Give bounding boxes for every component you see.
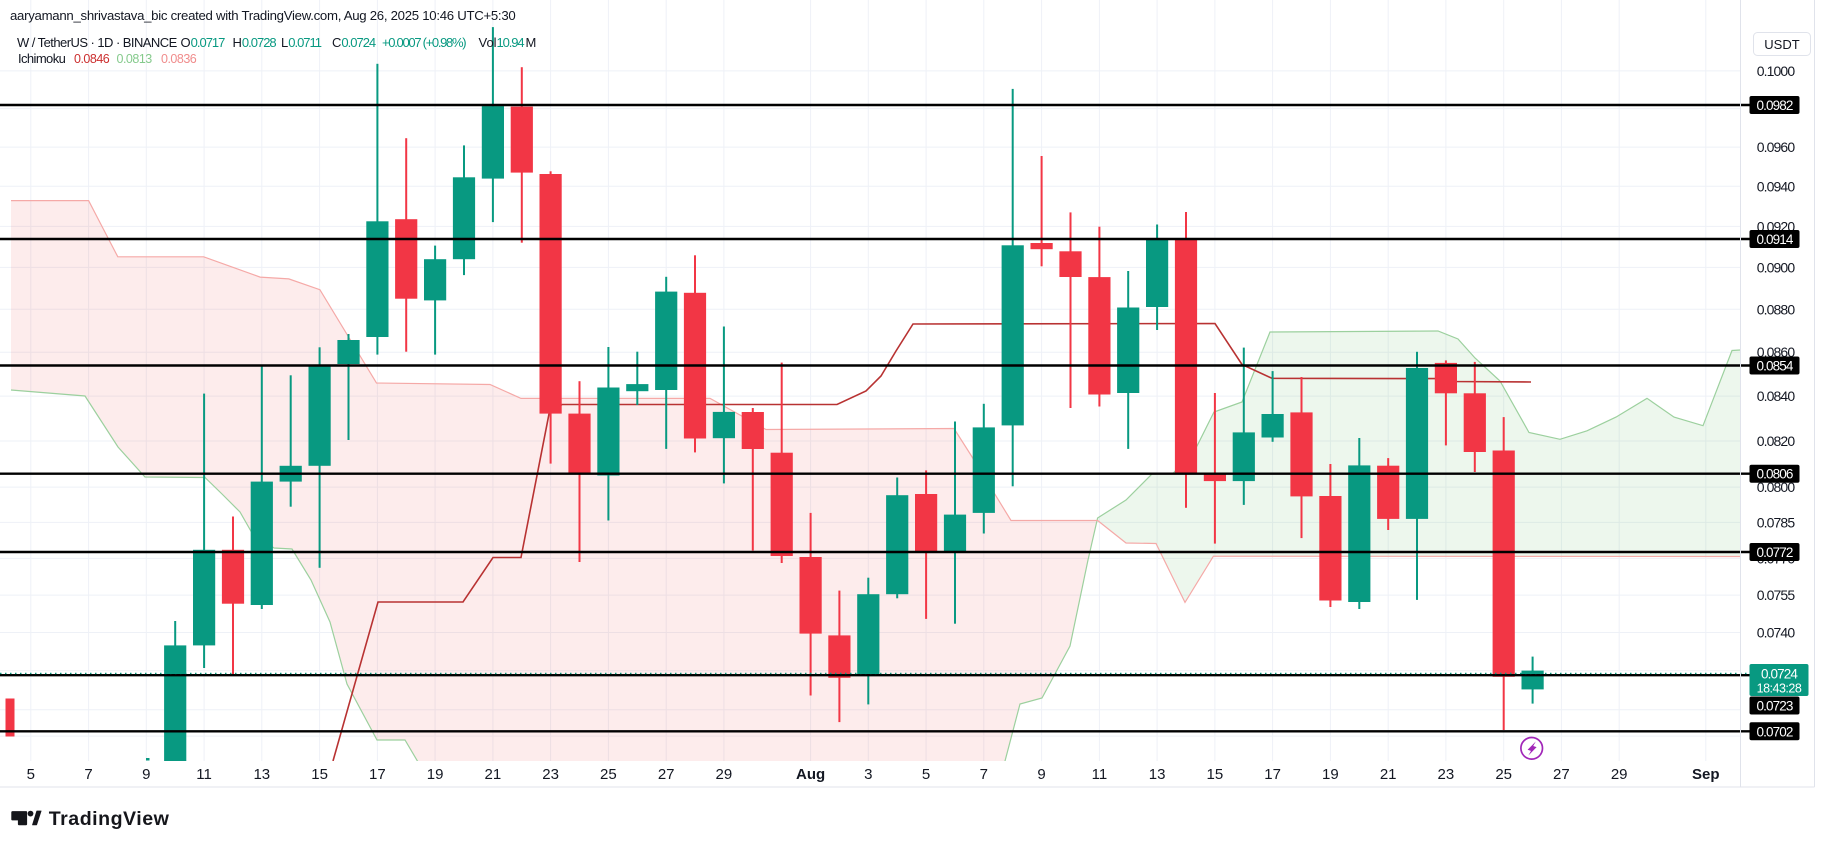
svg-text:0.0755: 0.0755 [1757, 587, 1796, 603]
svg-text:Aug: Aug [796, 766, 825, 783]
svg-text:Vol: Vol [479, 35, 497, 50]
svg-text:Ichimoku: Ichimoku [18, 51, 66, 66]
svg-text:0.0813: 0.0813 [117, 52, 153, 66]
svg-text:USDT: USDT [1764, 37, 1799, 52]
svg-text:7: 7 [84, 766, 92, 783]
svg-text:17: 17 [369, 766, 386, 783]
svg-text:0.0772: 0.0772 [1757, 545, 1793, 560]
svg-text:17: 17 [1264, 766, 1281, 783]
svg-text:15: 15 [1207, 766, 1224, 783]
svg-text:0.0854: 0.0854 [1757, 359, 1794, 374]
svg-text:H0.0728: H0.0728 [233, 35, 277, 50]
svg-text:O0.0717: O0.0717 [181, 35, 226, 50]
svg-text:18:43:28: 18:43:28 [1757, 682, 1802, 696]
svg-text:25: 25 [1495, 766, 1512, 783]
svg-text:0.0982: 0.0982 [1757, 98, 1793, 113]
svg-text:0.0836: 0.0836 [161, 52, 197, 66]
svg-text:0.0900: 0.0900 [1757, 259, 1796, 275]
svg-text:23: 23 [542, 766, 559, 783]
svg-text:3: 3 [864, 766, 872, 783]
svg-text:27: 27 [1553, 766, 1570, 783]
svg-text:21: 21 [1380, 766, 1397, 783]
svg-text:29: 29 [716, 766, 733, 783]
svg-text:9: 9 [1037, 766, 1045, 783]
svg-text:0.0820: 0.0820 [1757, 433, 1796, 449]
svg-text:C0.0724: C0.0724 [332, 35, 376, 50]
svg-text:0.0702: 0.0702 [1757, 724, 1793, 739]
svg-text:11: 11 [196, 766, 212, 783]
svg-text:W / TetherUS · 1D · BINANCE: W / TetherUS · 1D · BINANCE [17, 35, 178, 50]
svg-text:0.0960: 0.0960 [1757, 139, 1796, 155]
svg-text:13: 13 [1149, 766, 1166, 783]
svg-text:9: 9 [142, 766, 150, 783]
svg-text:29: 29 [1611, 766, 1628, 783]
svg-text:0.0940: 0.0940 [1757, 178, 1796, 194]
svg-text:19: 19 [427, 766, 444, 783]
svg-text:11: 11 [1092, 766, 1108, 783]
svg-text:aaryamann_shrivastava_bic crea: aaryamann_shrivastava_bic created with T… [10, 8, 515, 23]
svg-text:21: 21 [485, 766, 502, 783]
svg-text:0.0860: 0.0860 [1757, 344, 1796, 360]
svg-text:0.0914: 0.0914 [1757, 232, 1794, 247]
svg-text:0.0806: 0.0806 [1757, 467, 1793, 482]
svg-text:5: 5 [922, 766, 930, 783]
svg-text:0.1000: 0.1000 [1757, 63, 1796, 79]
svg-text:0.0740: 0.0740 [1757, 625, 1796, 641]
svg-text:7: 7 [980, 766, 988, 783]
svg-text:0.0846: 0.0846 [74, 52, 110, 66]
svg-text:15: 15 [311, 766, 328, 783]
svg-text:0.0880: 0.0880 [1757, 301, 1796, 317]
svg-text:0.0800: 0.0800 [1757, 479, 1796, 495]
svg-text:25: 25 [600, 766, 617, 783]
svg-text:13: 13 [253, 766, 270, 783]
svg-text:23: 23 [1438, 766, 1455, 783]
svg-text:10.94M: 10.94 M [497, 35, 536, 50]
svg-text:0.0840: 0.0840 [1757, 388, 1796, 404]
svg-text:0.0785: 0.0785 [1757, 514, 1796, 530]
svg-text:19: 19 [1322, 766, 1339, 783]
svg-text:TradingView: TradingView [49, 808, 170, 830]
svg-text:5: 5 [27, 766, 35, 783]
svg-text:0.0724: 0.0724 [1761, 667, 1798, 682]
svg-text:L0.0711: L0.0711 [281, 35, 322, 50]
svg-text:27: 27 [658, 766, 675, 783]
svg-text:0.0723: 0.0723 [1757, 699, 1793, 714]
svg-text:Sep: Sep [1692, 766, 1720, 783]
svg-text:+0.0007 (+0.98%): +0.0007 (+0.98%) [382, 35, 466, 50]
